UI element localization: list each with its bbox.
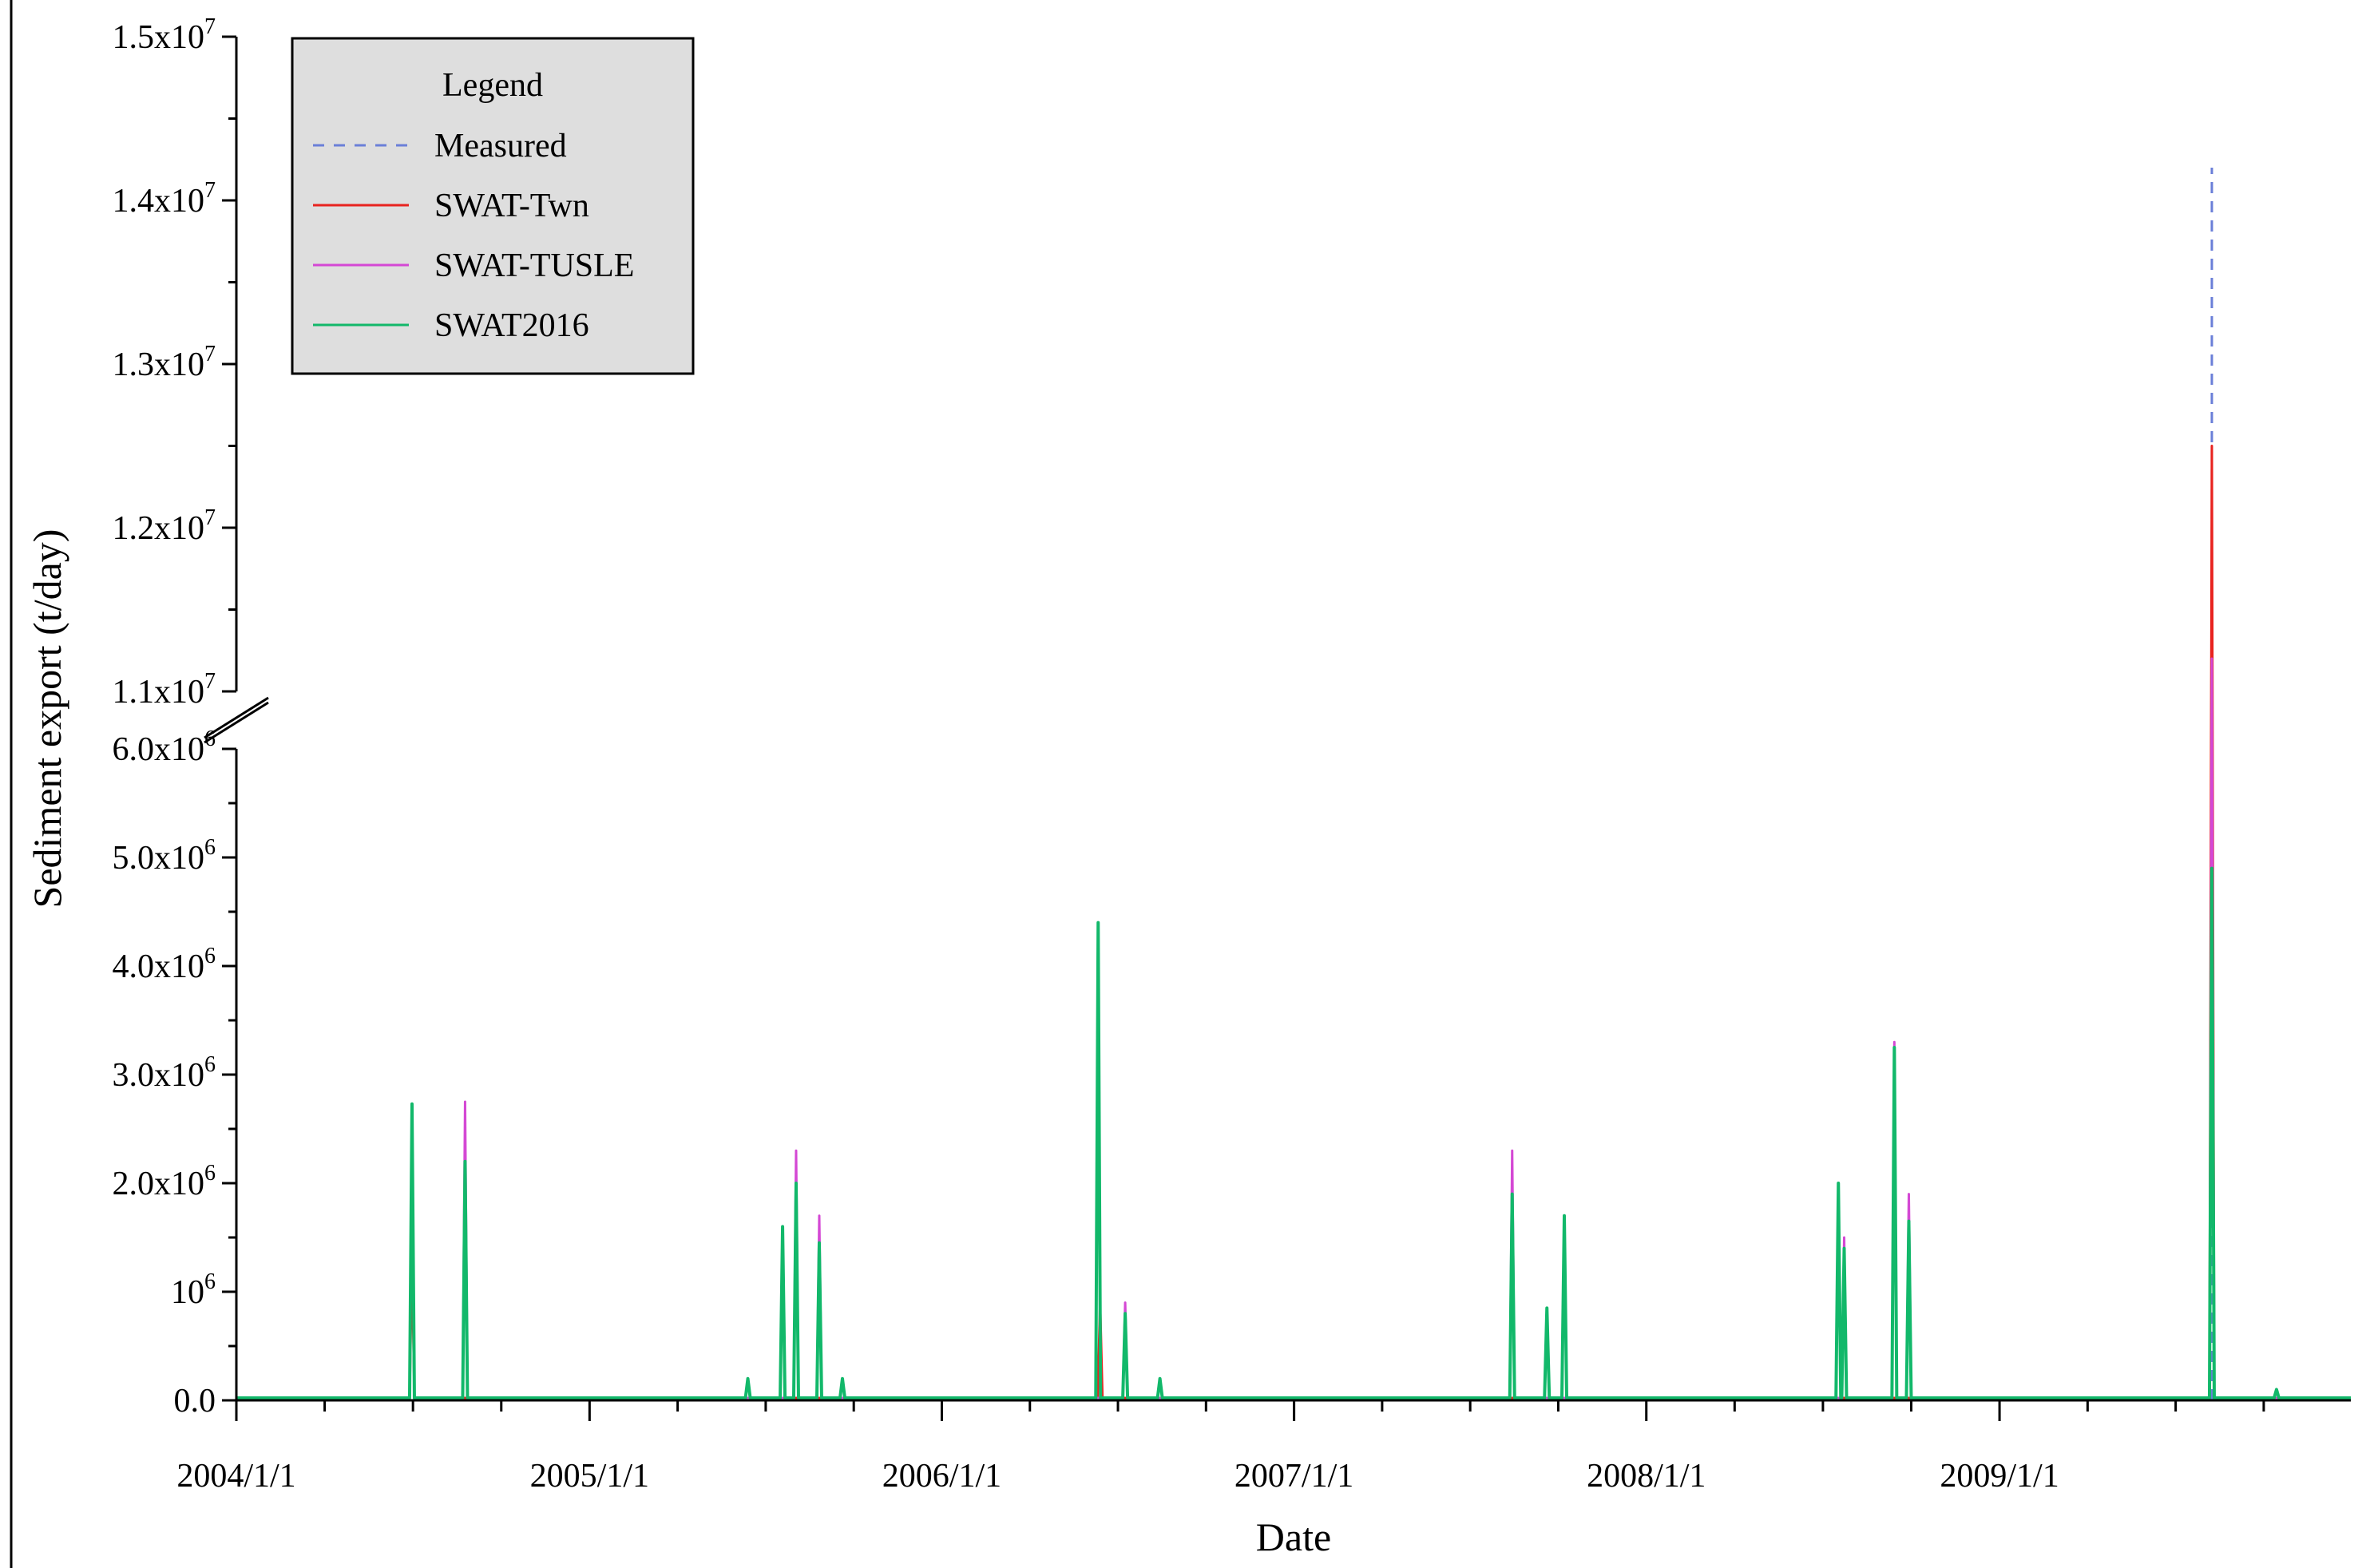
legend: Legend Measured SWAT-Twn SWAT-TUSLE SWAT201… xyxy=(291,37,695,375)
x-tick-label: 2008/1/1 xyxy=(1587,1458,1706,1495)
x-axis-title: Date xyxy=(1256,1515,1331,1559)
series-swat-twn xyxy=(236,445,2351,1400)
x-axis: 2004/1/1 2005/1/1 2006/1/1 2007/1/1 2008/1/1… xyxy=(176,1399,2351,1495)
axis-break-mark xyxy=(204,701,269,744)
y-tick-label: 2.0x106 xyxy=(113,1161,216,1202)
series-line xyxy=(236,657,2351,1400)
y-tick-label: 1.4x107 xyxy=(113,178,216,220)
x-tick-label: 2004/1/1 xyxy=(176,1458,295,1495)
y-tick-label: 1.5x107 xyxy=(113,14,216,56)
y-tick-label: 3.0x106 xyxy=(113,1052,216,1094)
y-tick-label: 6.0x106 xyxy=(113,727,216,768)
axis-break-mark xyxy=(204,696,269,739)
plot-area xyxy=(236,168,2351,1400)
series-swat2016 xyxy=(236,866,2351,1400)
legend-label: SWAT-TUSLE xyxy=(434,247,634,284)
legend-title: Legend xyxy=(442,67,543,104)
series-line xyxy=(236,866,2351,1400)
y-tick-label: 1.1x107 xyxy=(113,669,216,711)
y-tick-label: 1.2x107 xyxy=(113,505,216,547)
x-tick-label: 2005/1/1 xyxy=(530,1458,649,1495)
y-axis-title: Sediment export (t/day) xyxy=(25,529,69,909)
legend-entries: Measured SWAT-Twn SWAT-TUSLE SWAT2016 xyxy=(313,128,634,344)
y-tick-label: 0.0 xyxy=(174,1383,216,1420)
y-tick-label: 1.3x107 xyxy=(113,342,216,383)
legend-label: SWAT2016 xyxy=(434,307,589,344)
x-tick-label: 2007/1/1 xyxy=(1235,1458,1353,1495)
y-tick-label: 4.0x106 xyxy=(113,944,216,985)
y-tick-label: 106 xyxy=(171,1269,216,1311)
x-tick-label: 2009/1/1 xyxy=(1940,1458,2059,1495)
legend-label: SWAT-Twn xyxy=(434,188,589,224)
x-tick-label: 2006/1/1 xyxy=(882,1458,1001,1495)
y-axis: 0.0 106 2.0x106 3.0x106 4.0x106 5.0x106 6.0x10… xyxy=(113,14,269,1420)
legend-label: Measured xyxy=(434,128,567,164)
series-swat-tusle xyxy=(236,657,2351,1400)
series-line xyxy=(236,445,2351,1400)
y-tick-label: 5.0x106 xyxy=(113,835,216,877)
